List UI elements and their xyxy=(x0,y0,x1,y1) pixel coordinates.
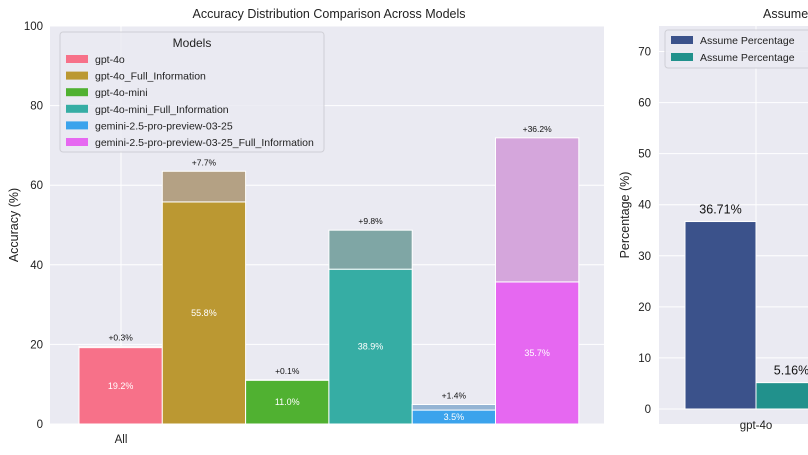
assume-legend-swatch-1 xyxy=(671,36,693,44)
assume-legend-swatch-2 xyxy=(671,53,693,61)
bar-group-gpt-4o-full-information: 55.8% +7.7% xyxy=(161,157,247,425)
y-tick-label: 60 xyxy=(30,180,43,192)
legend-title: Models xyxy=(173,36,212,50)
accuracy-x-tick-all: All xyxy=(115,434,128,446)
bar-base-label-gpt-4o: 19.2% xyxy=(108,381,134,391)
y-tick-label: 100 xyxy=(24,21,43,33)
bar-base-label-gpt-4o-full-information: 55.8% xyxy=(191,308,217,318)
y-tick-label: 20 xyxy=(638,302,651,314)
bar-increment-label-gpt-4o-mini: +0.1% xyxy=(275,366,300,376)
legend-label-gpt-4o-full-information: gpt-4o_Full_Information xyxy=(95,71,206,83)
assume-chart-title: Assume xyxy=(763,7,808,21)
y-tick-label: 60 xyxy=(638,98,651,110)
assume-bar-label-2: 5.16% xyxy=(774,364,808,378)
legend-label-gpt-4o-mini-full-information: gpt-4o-mini_Full_Information xyxy=(95,104,229,116)
legend-label-gemini-2-5-pro-preview-03-25-full-information: gemini-2.5-pro-preview-03-25_Full_Inform… xyxy=(95,137,314,149)
legend-swatch-gpt-4o-full-information xyxy=(66,71,88,80)
legend-swatch-gpt-4o xyxy=(66,55,88,63)
bar-base-label-gpt-4o-mini: 11.0% xyxy=(275,397,300,407)
legend-frame xyxy=(59,31,325,153)
legend-swatch-gemini-2-5-pro-preview-03-25 xyxy=(66,121,88,130)
legend-swatch-gpt-4o-mini-full-information xyxy=(66,104,88,113)
bar-increment-label-gemini-2-5-pro-preview-03-25: +1.4% xyxy=(442,390,467,400)
assume-y-axis-label: Percentage (%) xyxy=(618,172,632,259)
bar-base-label-gemini-2-5-pro-preview-03-25-full-information: 35.7% xyxy=(524,348,550,358)
bar-increment-gpt-4o xyxy=(78,345,163,349)
bar-increment-gpt-4o-mini-full-information xyxy=(328,229,413,270)
assume-legend-label-2: Assume Percentage xyxy=(700,52,795,64)
accuracy-chart-title: Accuracy Distribution Comparison Across … xyxy=(192,7,465,21)
bar-increment-gemini-2-5-pro-preview-03-25-full-information xyxy=(495,137,580,283)
legend-swatch-gpt-4o-mini xyxy=(66,88,88,97)
bar-group-gemini-2-5-pro-preview-03-25-full-information: 35.7% +36.2% xyxy=(495,124,580,425)
y-tick-label: 40 xyxy=(638,200,651,212)
bar-base-gemini-2-5-pro-preview-03-25-full-information xyxy=(495,281,580,425)
y-tick-label: 10 xyxy=(638,353,651,365)
bar-base-label-gpt-4o-mini-full-information: 38.9% xyxy=(358,342,384,352)
assume-x-tick-gpt-4o: gpt-4o xyxy=(740,420,773,432)
accuracy-y-ticks: 0 20 40 60 80 100 xyxy=(24,21,43,431)
legend-swatch-gemini-2-5-pro-preview-03-25-full-information xyxy=(66,138,88,146)
y-tick-label: 30 xyxy=(638,251,651,263)
y-tick-label: 0 xyxy=(37,419,43,431)
bar-increment-label-gpt-4o: +0.3% xyxy=(108,332,133,342)
bar-base-gpt-4o-full-information xyxy=(161,201,247,425)
y-tick-label: 20 xyxy=(30,339,43,351)
bar-group-gpt-4o-mini-full-information: 38.9% +9.8% xyxy=(328,216,413,425)
assume-legend-frame xyxy=(664,29,808,69)
bar-increment-label-gpt-4o-mini-full-information: +9.8% xyxy=(358,216,383,226)
assume-bar-label-1: 36.71% xyxy=(699,203,741,217)
bar-increment-gemini-2-5-pro-preview-03-25 xyxy=(411,403,497,411)
legend-label-gemini-2-5-pro-preview-03-25: gemini-2.5-pro-preview-03-25 xyxy=(95,120,233,132)
accuracy-y-axis-label: Accuracy (%) xyxy=(7,188,21,262)
y-tick-label: 50 xyxy=(638,149,651,161)
bar-increment-label-gpt-4o-full-information: +7.7% xyxy=(192,157,217,167)
assume-chart: Assume 0 10 20 30 40 50 60 70 Percentage (%) 36… xyxy=(618,7,808,432)
y-tick-label: 40 xyxy=(30,260,43,272)
bar-increment-label-gemini-2-5-pro-preview-03-25-full-information: +36.2% xyxy=(523,124,553,134)
bar-base-gpt-4o-mini xyxy=(245,379,330,425)
assume-legend-label-1: Assume Percentage xyxy=(700,35,795,47)
bar-group-gpt-4o: 19.2% +0.3% xyxy=(78,332,163,425)
bar-base-label-gemini-2-5-pro-preview-03-25: 3.5% xyxy=(444,412,465,422)
accuracy-legend: Models gpt-4o gpt-4o_Full_Information gpt-… xyxy=(59,31,325,153)
assume-y-ticks: 0 10 20 30 40 50 60 70 xyxy=(638,47,651,416)
accuracy-bars: 19.2% +0.3% 55.8% +7.7% 11.0% +0.1% 38.9% +9.8%… xyxy=(78,124,580,425)
legend-label-gpt-4o: gpt-4o xyxy=(95,54,125,66)
assume-bars: 36.71% 5.16% xyxy=(684,203,808,410)
accuracy-chart: Accuracy Distribution Comparison Across … xyxy=(7,7,604,446)
assume-bar-1 xyxy=(684,221,757,410)
legend-label-gpt-4o-mini: gpt-4o-mini xyxy=(95,87,148,99)
y-tick-label: 0 xyxy=(645,404,651,416)
y-tick-label: 80 xyxy=(30,101,43,113)
assume-legend: Assume Percentage Assume Percentage xyxy=(664,29,808,69)
y-tick-label: 70 xyxy=(638,47,651,59)
assume-bar-2 xyxy=(755,382,808,410)
bar-increment-gpt-4o-full-information xyxy=(161,170,247,203)
bar-group-gpt-4o-mini: 11.0% +0.1% xyxy=(245,366,330,425)
